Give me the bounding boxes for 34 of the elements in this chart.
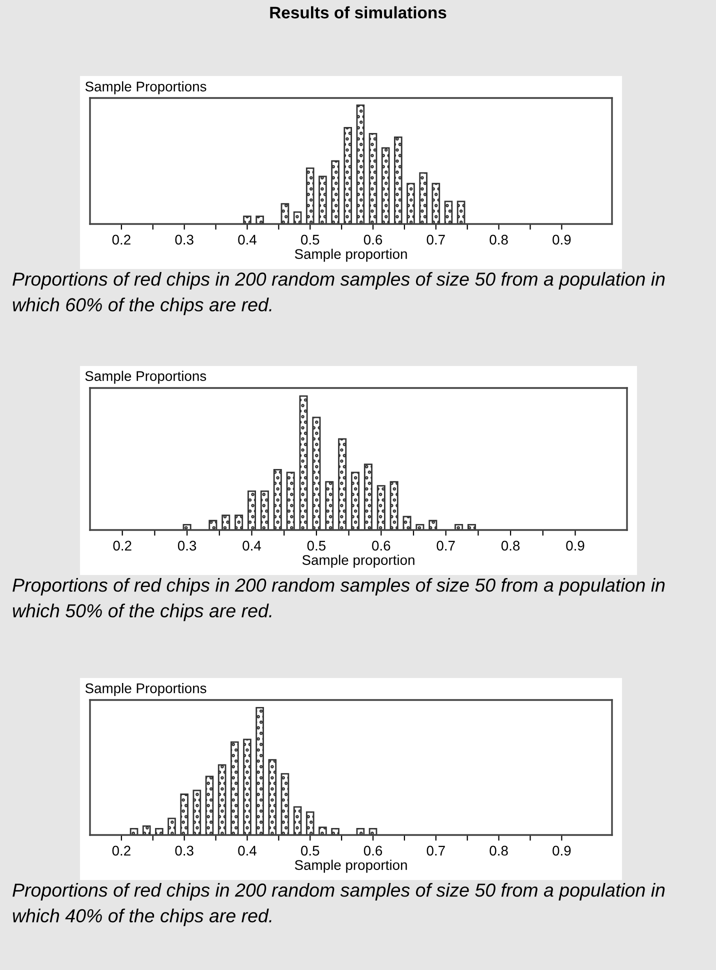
chart-subtitle: Sample Proportions xyxy=(85,683,206,696)
chart-title: Results of simulations xyxy=(270,6,446,18)
x-tick-label: 0.8 xyxy=(501,540,520,551)
x-tick-label: 0.7 xyxy=(426,846,445,856)
x-tick-label: 0.2 xyxy=(112,846,130,856)
x-tick-label: 0.3 xyxy=(175,846,194,856)
x-tick-label: 0.7 xyxy=(426,234,445,245)
x-tick-label: 0.7 xyxy=(436,540,455,551)
x-tick-label: 0.6 xyxy=(364,234,382,245)
x-tick-label: 0.5 xyxy=(301,846,320,856)
x-tick-label: 0.6 xyxy=(364,846,382,856)
x-tick-label: 0.8 xyxy=(490,846,508,856)
x-tick-label: 0.9 xyxy=(552,234,571,245)
x-tick-label: 0.8 xyxy=(490,234,508,245)
x-tick-label: 0.9 xyxy=(566,540,584,551)
x-tick-label: 0.4 xyxy=(242,540,261,551)
x-axis-title: Sample proportion xyxy=(294,248,407,262)
x-tick-label: 0.3 xyxy=(175,234,194,245)
x-axis-title: Sample proportion xyxy=(294,860,407,873)
x-tick-label: 0.2 xyxy=(112,234,130,245)
x-tick-label: 0.9 xyxy=(552,846,571,856)
x-tick-label: 0.2 xyxy=(113,540,132,551)
x-tick-label: 0.5 xyxy=(307,540,326,551)
x-tick-label: 0.4 xyxy=(238,846,256,856)
chart-subtitle: Sample Proportions xyxy=(85,81,206,94)
text: Proportions of red chips in 200 random samples of size 50 from a population in which 60% of the chips are red. xyxy=(12,272,665,316)
x-tick-label: 0.5 xyxy=(301,234,320,245)
chart-subtitle: Sample Proportions xyxy=(85,370,206,384)
text: Proportions of red chips in 200 random samples of size 50 from a population in which 40% of the chips are red. xyxy=(12,883,665,926)
text: Proportions of red chips in 200 random samples of size 50 from a population in which 50% of the chips are red. xyxy=(12,578,665,622)
x-tick-label: 0.4 xyxy=(238,234,256,245)
x-axis-title: Sample proportion xyxy=(302,554,414,568)
x-tick-label: 0.6 xyxy=(372,540,390,551)
x-tick-label: 0.3 xyxy=(178,540,196,551)
